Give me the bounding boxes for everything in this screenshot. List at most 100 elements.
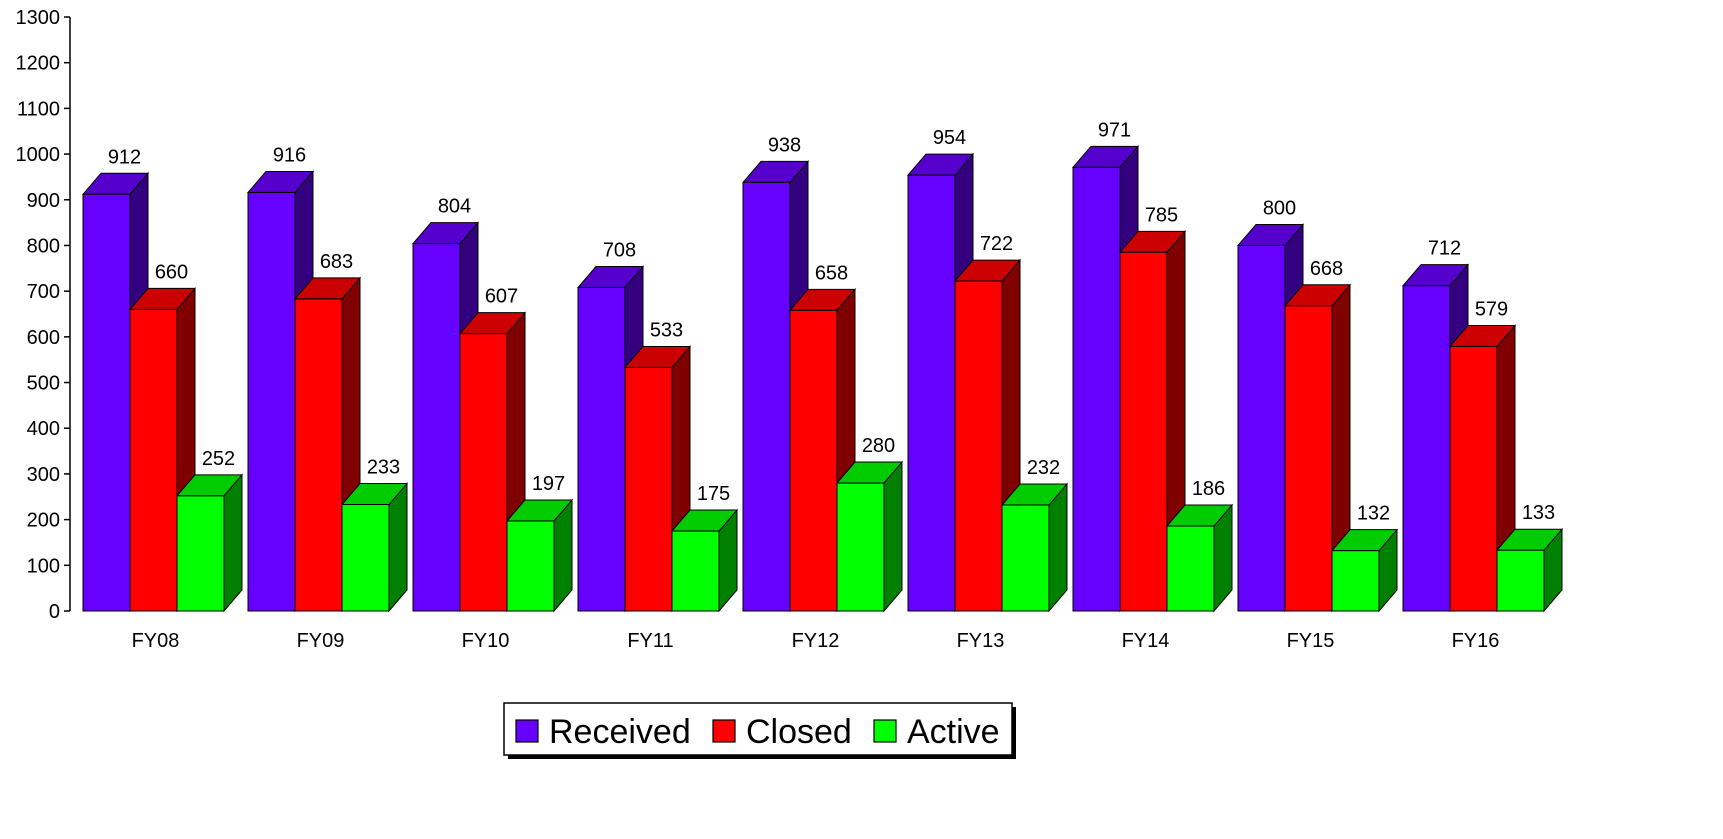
data-label: 658: [815, 262, 848, 284]
data-label: 668: [1310, 258, 1343, 280]
bar-front: [1166, 525, 1215, 612]
x-tick-label: FY09: [297, 630, 345, 652]
y-axis: 0 100 200 300 400 500 600 700 800 900 1000 1100 1200…: [16, 7, 71, 623]
data-label: 607: [485, 286, 518, 308]
bar-active-fy15: [1330, 528, 1399, 613]
data-label: 938: [768, 134, 801, 156]
bar-front: [789, 309, 838, 612]
bar-front: [742, 181, 791, 612]
bar-active-fy08: [175, 473, 244, 613]
bar-front: [129, 308, 178, 612]
legend: Received Closed Active: [503, 702, 1016, 759]
data-label: 708: [603, 239, 636, 261]
bar-side: [223, 473, 243, 613]
legend-swatch: [515, 719, 539, 743]
data-label: 800: [1263, 197, 1296, 219]
y-tick-label: 800: [27, 235, 60, 257]
data-label: 785: [1145, 204, 1178, 226]
bar-front: [1119, 251, 1168, 612]
y-tick-label: 0: [49, 601, 60, 623]
bar-front: [459, 333, 508, 612]
data-label: 804: [438, 196, 471, 218]
legend-label: Closed: [746, 713, 852, 751]
y-tick-label: 600: [27, 327, 60, 349]
data-label: 252: [202, 448, 235, 470]
bar-front: [294, 298, 343, 612]
bar-side: [388, 482, 408, 613]
bar-front: [671, 530, 720, 612]
x-tick-label: FY13: [957, 630, 1005, 652]
data-label: 683: [320, 251, 353, 273]
y-tick-label: 1100: [17, 98, 60, 120]
bar-active-fy11: [670, 508, 739, 613]
bar-active-fy14: [1165, 503, 1234, 613]
legend-box: [503, 702, 1013, 756]
data-label: 722: [980, 233, 1013, 255]
x-tick-label: FY08: [132, 630, 180, 652]
bar-front: [82, 193, 131, 612]
data-label: 175: [697, 483, 730, 505]
y-tick-label: 1200: [16, 53, 61, 75]
x-tick-label: FY15: [1287, 630, 1335, 652]
data-label: 954: [933, 127, 966, 149]
data-label: 233: [367, 457, 400, 479]
bars: [81, 144, 1564, 613]
data-label: 916: [273, 144, 306, 166]
y-tick-label: 100: [27, 555, 60, 577]
data-label: 232: [1027, 457, 1060, 479]
bar-side: [883, 460, 903, 613]
data-labels: 912 660 252 916 683 233 804 607 197 708 533 175 938 6…: [108, 119, 1555, 524]
legend-swatch: [712, 719, 736, 743]
data-label: 712: [1428, 238, 1461, 260]
bar-front: [907, 174, 956, 612]
data-label: 197: [532, 473, 565, 495]
bar-active-fy12: [835, 460, 904, 613]
bar-front: [1496, 549, 1545, 612]
bar-active-fy16: [1495, 527, 1564, 613]
x-axis-labels: FY08 FY09 FY10 FY11 FY12 FY13 FY14 FY15 FY16: [132, 630, 1500, 652]
y-tick-label: 200: [27, 510, 60, 532]
y-tick-label: 1000: [16, 144, 61, 166]
bar-front: [412, 243, 461, 612]
bar-front: [954, 280, 1003, 612]
x-tick-label: FY12: [792, 630, 840, 652]
bar-front: [836, 482, 885, 612]
y-tick-label: 900: [27, 190, 60, 212]
bar-front: [1284, 305, 1333, 612]
bar-side: [1048, 482, 1068, 613]
bar-front: [1072, 166, 1121, 612]
data-label: 133: [1522, 502, 1555, 524]
bar-front: [1331, 550, 1380, 612]
data-label: 579: [1475, 298, 1508, 320]
data-label: 280: [862, 435, 895, 457]
legend-swatch: [873, 719, 897, 743]
legend-label: Received: [549, 713, 691, 751]
bar-front: [624, 366, 673, 612]
data-label: 186: [1192, 478, 1225, 500]
bar-closed-fy14: [1118, 229, 1187, 613]
bar-front: [1001, 504, 1050, 612]
bar-active-fy09: [340, 482, 409, 613]
data-label: 971: [1098, 119, 1131, 141]
bar-active-fy10: [505, 498, 574, 613]
bar-front: [341, 504, 390, 612]
data-label: 132: [1357, 503, 1390, 525]
x-tick-label: FY10: [462, 630, 510, 652]
y-tick-label: 1300: [16, 7, 61, 29]
bar-front: [1402, 285, 1451, 612]
bar-front: [1237, 244, 1286, 612]
data-label: 533: [650, 319, 683, 341]
y-tick-label: 700: [27, 281, 60, 303]
bar-closed-fy15: [1283, 283, 1352, 613]
x-tick-label: FY11: [627, 630, 673, 652]
y-tick-label: 500: [27, 373, 60, 395]
bar-front: [506, 520, 555, 612]
bar-front: [247, 191, 296, 612]
data-label: 912: [108, 146, 141, 168]
bar-front: [1449, 345, 1498, 612]
y-tick-label: 400: [27, 418, 60, 440]
x-tick-label: FY16: [1452, 630, 1500, 652]
data-label: 660: [155, 261, 188, 283]
bar-front: [577, 286, 626, 612]
